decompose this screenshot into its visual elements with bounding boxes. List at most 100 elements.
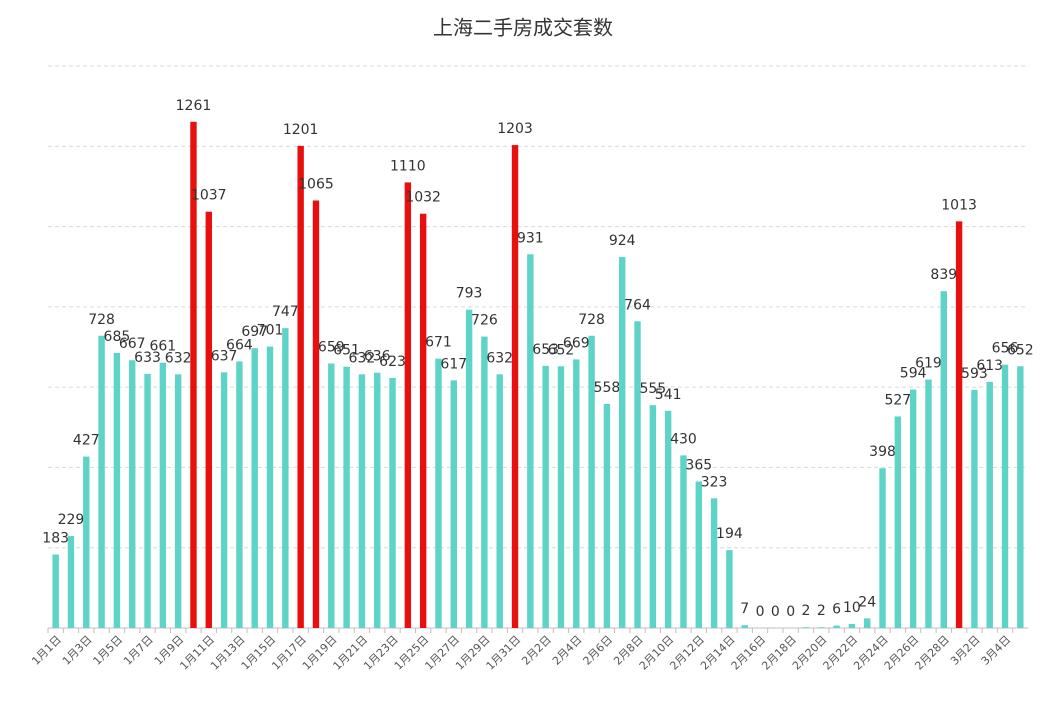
bar [419,213,427,628]
value-label: 651 [333,343,360,359]
value-label: 2 [802,603,811,619]
bar [358,374,366,628]
value-label: 701 [257,323,284,339]
value-label: 0 [786,604,795,620]
value-label: 1261 [176,98,212,114]
bar [726,550,733,628]
bar [435,358,442,628]
value-label: 632 [349,350,376,366]
value-label: 427 [73,433,100,449]
bar [1017,366,1024,628]
bar [450,380,457,628]
value-label: 594 [900,366,927,382]
bar [940,291,947,628]
chart-title: 上海二手房成交套数 [433,16,613,40]
bar [190,121,197,628]
value-label: 664 [226,337,253,353]
bar [465,309,473,628]
value-label: 1013 [941,197,977,213]
value-label: 183 [42,531,69,547]
value-label: 667 [119,336,146,352]
value-label: 671 [425,335,452,351]
bar [833,625,840,628]
value-label: 10 [843,600,861,616]
bar [481,336,488,628]
bar [818,627,825,628]
value-label: 632 [486,350,513,366]
value-label: 619 [915,356,942,372]
value-label: 636 [364,349,391,365]
bar [297,145,304,629]
value-label: 323 [701,474,728,490]
bar [159,362,167,628]
bar [710,498,718,628]
value-label: 1203 [497,121,533,137]
value-label: 653 [532,342,559,358]
value-label: 430 [670,431,697,447]
x-tick-label: 2月2日 [519,633,554,668]
value-label: 398 [869,444,896,460]
value-label: 613 [976,358,1003,374]
bar [389,377,396,628]
value-label: 697 [241,324,268,340]
value-label: 24 [858,594,876,610]
x-tick-label: 1月1日 [29,633,64,668]
value-label: 728 [88,312,115,328]
bar [557,366,565,628]
x-tick-label: 2月6日 [581,633,616,668]
bar [282,328,289,628]
value-label: 1110 [390,158,426,174]
value-label: 527 [884,392,911,408]
bar [343,366,350,628]
bar [251,348,258,628]
x-tick-label: 1月31日 [484,633,524,673]
bar [98,335,105,628]
bar [619,257,626,628]
value-label: 728 [578,312,605,328]
value-label: 652 [1007,342,1034,358]
value-label: 633 [134,350,161,366]
value-label: 6 [832,602,841,618]
bar [894,416,902,628]
x-tick-label: 3月2日 [948,633,983,668]
bar [542,365,549,628]
value-label: 839 [930,267,957,283]
bar [113,353,121,628]
value-label: 541 [655,387,682,403]
bar [527,254,534,628]
bar [680,455,687,628]
value-label: 924 [609,233,636,249]
bar [741,625,748,628]
bar [312,200,320,628]
bar [573,359,580,628]
bar [496,374,503,628]
bar [864,618,871,628]
bar [802,627,810,628]
bar [328,363,335,628]
value-label: 652 [548,342,575,358]
bar [848,623,856,628]
bar [986,381,993,628]
x-tick-label: 2月28日 [912,633,952,673]
bar [52,554,59,628]
value-label: 659 [318,339,345,355]
bar [511,145,519,628]
value-label: 1065 [298,176,334,192]
value-label: 669 [563,335,590,351]
bar [83,456,90,628]
value-label: 726 [471,313,498,329]
bar [67,536,75,628]
value-label: 0 [771,604,780,620]
value-label: 0 [756,604,765,620]
bar [909,389,917,628]
value-label: 1032 [405,190,441,206]
bar [144,373,151,628]
value-label: 764 [624,297,651,313]
bar [603,404,611,628]
value-label: 558 [594,380,621,396]
value-label: 194 [716,526,743,542]
bar [374,372,381,628]
value-label: 931 [517,230,544,246]
value-label: 747 [272,304,299,320]
